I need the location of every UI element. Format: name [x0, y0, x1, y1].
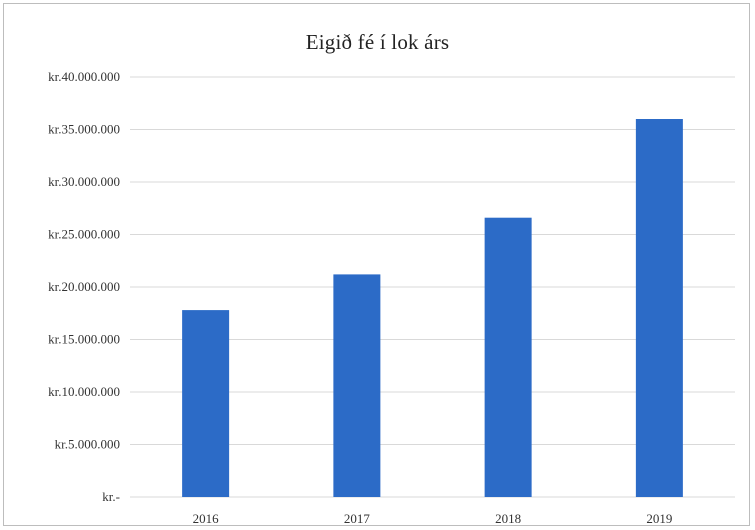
y-tick-label: kr.-: [102, 489, 120, 504]
y-tick-label: kr.35.000.000: [48, 122, 120, 137]
x-tick-label: 2016: [193, 511, 220, 526]
bar-2019: [635, 119, 683, 497]
bars: [182, 119, 683, 497]
y-tick-label: kr.25.000.000: [48, 227, 120, 242]
y-tick-label: kr.15.000.000: [48, 332, 120, 347]
y-tick-label: kr.30.000.000: [48, 174, 120, 189]
bar-2017: [333, 274, 381, 497]
y-tick-label: kr.40.000.000: [48, 69, 120, 84]
bar-2016: [182, 310, 230, 497]
x-tick-label: 2017: [344, 511, 371, 526]
y-tick-label: kr.20.000.000: [48, 279, 120, 294]
bar-2018: [484, 217, 532, 497]
x-tick-label: 2019: [646, 511, 672, 526]
chart-title: Eigið fé í lok árs: [305, 30, 450, 54]
x-tick-label: 2018: [495, 511, 521, 526]
grid-lines: [130, 76, 735, 498]
y-tick-label: kr.5.000.000: [55, 437, 120, 452]
x-axis-tick-labels: 2016 2017 2018 2019: [193, 511, 673, 526]
y-axis-tick-labels: kr.- kr.5.000.000 kr.10.000.000 kr.15.000.0…: [48, 69, 120, 504]
y-tick-label: kr.10.000.000: [48, 384, 120, 399]
